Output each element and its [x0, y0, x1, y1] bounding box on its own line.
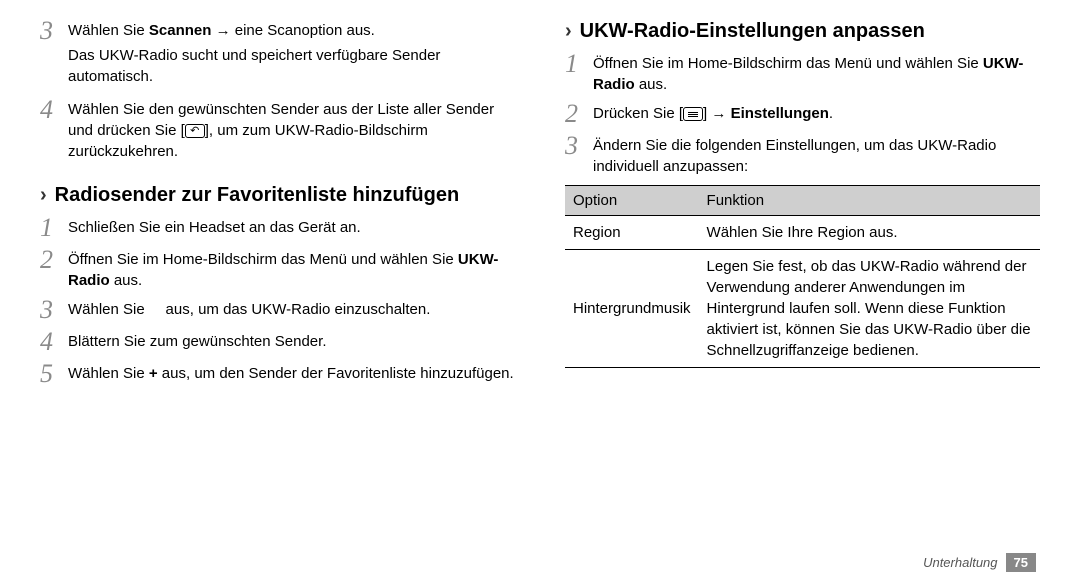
step-4-select: 4 Wählen Sie den gewünschten Sender aus … [40, 99, 515, 166]
text: ] → [703, 105, 731, 122]
fav-step-1: 1 Schließen Sie ein Headset an das Gerät… [40, 217, 515, 241]
text: Wählen Sie [68, 22, 149, 39]
text-bold: Einstellungen [731, 105, 829, 122]
text: aus, um das UKW-Radio einzuschalten. [161, 301, 430, 318]
heading-favorites: › Radiosender zur Favoritenliste hinzufü… [40, 184, 515, 207]
fav-step-4: 4 Blättern Sie zum gewünschten Sender. [40, 331, 515, 355]
table-header-function: Funktion [699, 186, 1040, 216]
step-number: 5 [40, 361, 68, 387]
text: aus, um den Sender der Favoritenliste hi… [158, 365, 514, 382]
text-bold: + [149, 365, 158, 382]
right-column: › UKW-Radio-Einstellungen anpassen 1 Öff… [565, 20, 1040, 550]
footer-section: Unterhaltung [923, 555, 997, 570]
chevron-icon: › [40, 184, 47, 207]
step-text: Wählen Sie Scannen → eine Scanoption aus… [68, 20, 515, 41]
left-column: 3 Wählen Sie Scannen → eine Scanoption a… [40, 20, 515, 550]
text: . [829, 105, 833, 122]
step-number: 3 [40, 18, 68, 44]
cell-option: Hintergrundmusik [565, 250, 699, 368]
cell-function: Legen Sie fest, ob das UKW-Radio während… [699, 250, 1040, 368]
step-number: 4 [40, 329, 68, 355]
step-number: 1 [565, 51, 593, 77]
text: aus. [110, 272, 143, 289]
table-row: Region Wählen Sie Ihre Region aus. [565, 216, 1040, 250]
step-body: Wählen Sie + aus, um den Sender der Favo… [68, 363, 515, 384]
options-table: Option Funktion Region Wählen Sie Ihre R… [565, 185, 1040, 368]
step-text: Wählen Sie den gewünschten Sender aus de… [68, 99, 515, 162]
text: Drücken Sie [ [593, 105, 683, 122]
set-step-3: 3 Ändern Sie die folgenden Einstellungen… [565, 135, 1040, 177]
cell-function: Wählen Sie Ihre Region aus. [699, 216, 1040, 250]
cell-option: Region [565, 216, 699, 250]
heading-text: UKW-Radio-Einstellungen anpassen [580, 20, 925, 43]
step-number: 2 [565, 101, 593, 127]
step-body: Öffnen Sie im Home-Bildschirm das Menü u… [68, 249, 515, 291]
back-icon: ↶ [185, 124, 205, 138]
chevron-icon: › [565, 20, 572, 43]
step-number: 3 [565, 133, 593, 159]
step-body: Wählen Sie Scannen → eine Scanoption aus… [68, 20, 515, 91]
text: aus. [635, 76, 668, 93]
text: Öffnen Sie im Home-Bildschirm das Menü u… [593, 55, 983, 72]
step-number: 2 [40, 247, 68, 273]
heading-text: Radiosender zur Favoritenliste hinzufüge… [55, 184, 460, 207]
step-body: Blättern Sie zum gewünschten Sender. [68, 331, 515, 352]
fav-step-2: 2 Öffnen Sie im Home-Bildschirm das Menü… [40, 249, 515, 291]
text: Wählen Sie [68, 365, 149, 382]
fav-step-5: 5 Wählen Sie + aus, um den Sender der Fa… [40, 363, 515, 387]
heading-settings: › UKW-Radio-Einstellungen anpassen [565, 20, 1040, 43]
text: Öffnen Sie im Home-Bildschirm das Menü u… [68, 251, 458, 268]
step-body: Ändern Sie die folgenden Einstellungen, … [593, 135, 1040, 177]
table-row: Hintergrundmusik Legen Sie fest, ob das … [565, 250, 1040, 368]
set-step-1: 1 Öffnen Sie im Home-Bildschirm das Menü… [565, 53, 1040, 95]
step-number: 1 [40, 215, 68, 241]
step-body: Schließen Sie ein Headset an das Gerät a… [68, 217, 515, 238]
step-text: Das UKW-Radio sucht und speichert verfüg… [68, 45, 515, 87]
step-number: 3 [40, 297, 68, 323]
step-body: Wählen Sie aus, um das UKW-Radio einzusc… [68, 299, 515, 320]
step-body: Drücken Sie [ ] → Einstellungen. [593, 103, 1040, 124]
fav-step-3: 3 Wählen Sie aus, um das UKW-Radio einzu… [40, 299, 515, 323]
step-number: 4 [40, 97, 68, 123]
page-footer: Unterhaltung 75 [923, 553, 1036, 572]
step-body: Wählen Sie den gewünschten Sender aus de… [68, 99, 515, 166]
page-content: 3 Wählen Sie Scannen → eine Scanoption a… [0, 0, 1080, 560]
set-step-2: 2 Drücken Sie [ ] → Einstellungen. [565, 103, 1040, 127]
table-header-option: Option [565, 186, 699, 216]
menu-icon [683, 107, 703, 121]
step-body: Öffnen Sie im Home-Bildschirm das Menü u… [593, 53, 1040, 95]
text: → eine Scanoption aus. [211, 22, 374, 39]
step-3-scan: 3 Wählen Sie Scannen → eine Scanoption a… [40, 20, 515, 91]
text: Wählen Sie [68, 301, 149, 318]
footer-page-number: 75 [1006, 553, 1036, 572]
text-bold: Scannen [149, 22, 212, 39]
